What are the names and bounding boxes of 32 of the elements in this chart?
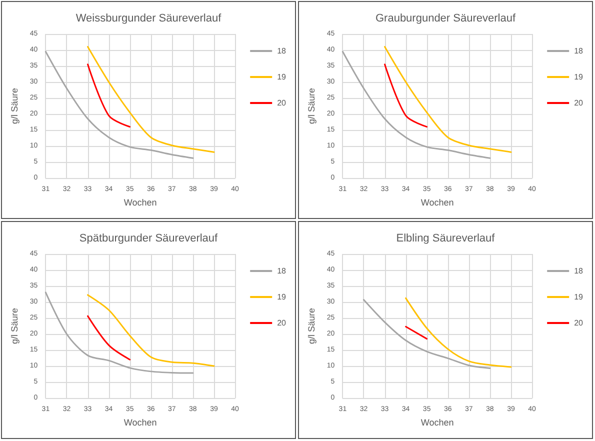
line-series xyxy=(87,294,215,367)
line-series xyxy=(87,46,215,153)
y-axis-title: g/l Säure xyxy=(10,308,20,344)
x-axis-title: Wochen xyxy=(420,198,454,208)
x-axis-title: Wochen xyxy=(420,418,454,428)
chart-title: Weissburgunder Säureverlauf xyxy=(76,12,222,24)
line-series xyxy=(44,50,194,159)
legend-label: 19 xyxy=(277,72,287,82)
legend-label: 18 xyxy=(574,46,584,56)
chart-title: Grauburgunder Säureverlauf xyxy=(375,12,516,24)
x-axis-title: Wochen xyxy=(124,198,157,208)
legend-label: 20 xyxy=(277,318,287,328)
line-series xyxy=(384,46,512,153)
line-series xyxy=(405,297,512,368)
legend-label: 20 xyxy=(574,98,584,108)
legend-label: 18 xyxy=(277,266,287,276)
chart-title: Elbling Säureverlauf xyxy=(396,232,496,244)
y-axis-title: g/l Säure xyxy=(306,88,316,124)
line-series xyxy=(44,292,194,374)
line-series xyxy=(362,299,491,369)
legend-label: 20 xyxy=(574,318,584,328)
legend-label: 18 xyxy=(277,46,287,56)
chart-title: Spätburgunder Säureverlauf xyxy=(79,232,219,244)
legend-label: 19 xyxy=(574,72,584,82)
x-axis-title: Wochen xyxy=(124,418,157,428)
legend-label: 18 xyxy=(574,266,584,276)
line-series xyxy=(342,50,491,159)
legend-label: 20 xyxy=(277,98,287,108)
y-axis-title: g/l Säure xyxy=(10,88,20,124)
legend-label: 19 xyxy=(277,292,287,302)
legend-label: 19 xyxy=(574,292,584,302)
y-axis-title: g/l Säure xyxy=(306,308,316,344)
